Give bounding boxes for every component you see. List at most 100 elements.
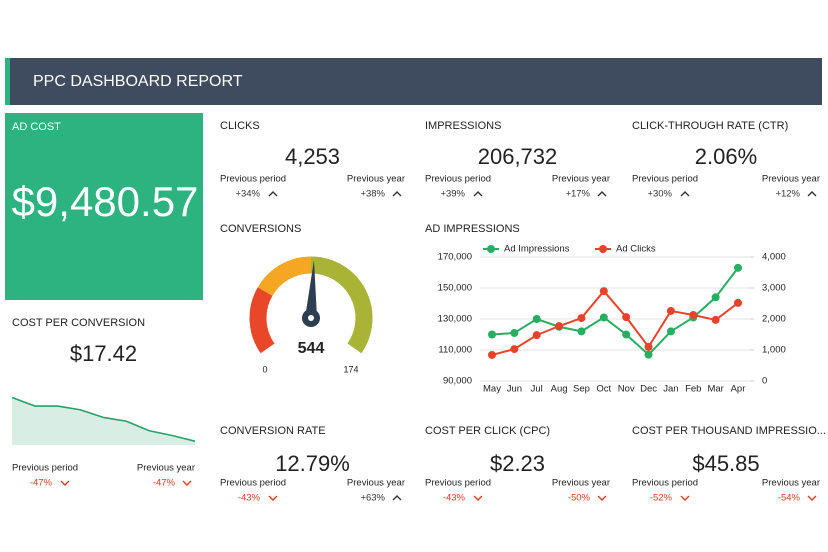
down-arrow: [807, 495, 817, 501]
y2-tick-label: 1,000: [762, 345, 786, 356]
y-tick-label: 90,000: [443, 376, 472, 387]
point: [711, 293, 720, 302]
period-label: Previous period: [425, 478, 491, 489]
chart-title: CONVERSIONS: [220, 223, 301, 235]
gauge-band: [310, 256, 373, 354]
x-tick-label: Oct: [596, 384, 611, 395]
legend-marker: [487, 245, 495, 253]
area-line: [11, 396, 196, 442]
y-tick-label: 110,000: [438, 345, 472, 356]
kpi-value: 12.79%: [275, 451, 350, 476]
year-label: Previous year: [762, 174, 820, 185]
x-tick-label: Sep: [573, 384, 590, 395]
point: [666, 327, 675, 336]
y-tick-label: 170,000: [438, 252, 472, 263]
up-arrow: [473, 191, 483, 197]
x-tick-label: Mar: [707, 384, 723, 395]
y2-tick-label: 3,000: [762, 283, 786, 294]
point: [599, 287, 608, 296]
point: [622, 330, 631, 339]
year-label: Previous year: [552, 174, 610, 185]
kpi-title: COST PER CONVERSION: [12, 317, 145, 329]
x-tick-label: Feb: [685, 384, 701, 395]
point: [510, 345, 519, 354]
x-tick-label: Jul: [531, 384, 543, 395]
kpi-value: $17.42: [70, 341, 137, 366]
x-tick-label: Nov: [618, 384, 635, 395]
point: [532, 331, 541, 340]
point: [532, 315, 541, 323]
down-arrow: [473, 495, 483, 501]
period-change: +34%: [235, 189, 260, 200]
ad-cost-title: AD COST: [12, 121, 61, 133]
up-arrow: [597, 191, 607, 197]
point: [644, 342, 653, 351]
gauge-needle: [305, 260, 317, 318]
x-tick-label: Jan: [663, 384, 678, 395]
year-label: Previous year: [552, 478, 610, 489]
y2-tick-label: 0: [762, 376, 767, 387]
kpi-value: 206,732: [478, 144, 558, 169]
down-arrow: [597, 495, 607, 501]
period-change: +39%: [440, 189, 465, 200]
gauge-hub-dot: [308, 315, 314, 321]
gauge-band: [257, 256, 312, 297]
point: [510, 328, 519, 337]
point: [734, 263, 742, 272]
period-change: -52%: [650, 493, 673, 504]
point: [488, 330, 496, 339]
year-label: Previous year: [137, 463, 195, 474]
year-label: Previous year: [347, 478, 405, 489]
point: [622, 313, 631, 322]
up-arrow: [680, 191, 690, 197]
point: [734, 298, 742, 307]
up-arrow: [807, 191, 817, 197]
x-tick-label: Aug: [551, 384, 568, 395]
series-line: [491, 267, 739, 357]
y2-tick-label: 4,000: [762, 252, 786, 263]
period-change: -47%: [30, 478, 53, 489]
header-accent: [5, 58, 10, 105]
kpi-value: 2.06%: [695, 144, 757, 169]
gauge-max: 174: [343, 364, 358, 374]
x-tick-label: May: [483, 384, 501, 395]
x-tick-label: Dec: [640, 384, 657, 395]
period-change: -43%: [238, 493, 261, 504]
year-change: -50%: [568, 493, 591, 504]
point: [555, 322, 564, 331]
x-tick-label: Apr: [731, 384, 746, 395]
point: [488, 350, 496, 359]
period-label: Previous period: [425, 174, 491, 185]
ad-cost-value: $9,480.57: [12, 178, 199, 225]
y-tick-label: 130,000: [438, 314, 472, 325]
legend-label: Ad Clicks: [616, 244, 656, 255]
point: [711, 315, 720, 324]
period-label: Previous period: [632, 174, 698, 185]
point: [577, 314, 586, 323]
period-label: Previous period: [220, 174, 286, 185]
kpi-title: COST PER THOUSAND IMPRESSIO...: [632, 425, 826, 437]
period-label: Previous period: [220, 478, 286, 489]
up-arrow: [268, 191, 278, 197]
year-change: +12%: [775, 189, 800, 200]
year-change: +63%: [360, 493, 385, 504]
point: [644, 350, 653, 359]
period-change: +30%: [647, 189, 672, 200]
year-label: Previous year: [347, 174, 405, 185]
area-fill: [12, 397, 195, 445]
down-arrow: [60, 480, 70, 486]
y-tick-label: 150,000: [438, 283, 472, 294]
kpi-title: COST PER CLICK (CPC): [425, 425, 550, 437]
gauge-value: 544: [298, 340, 325, 357]
y2-tick-label: 2,000: [762, 314, 786, 325]
year-change: -47%: [153, 478, 176, 489]
year-change: -54%: [778, 493, 801, 504]
chart-title: AD IMPRESSIONS: [425, 223, 520, 235]
gauge-band: [249, 287, 275, 354]
up-arrow: [392, 495, 402, 501]
header-bar: [5, 58, 822, 105]
kpi-value: $45.85: [692, 451, 759, 476]
period-label: Previous period: [12, 463, 78, 474]
gauge-min: 0: [262, 364, 267, 374]
